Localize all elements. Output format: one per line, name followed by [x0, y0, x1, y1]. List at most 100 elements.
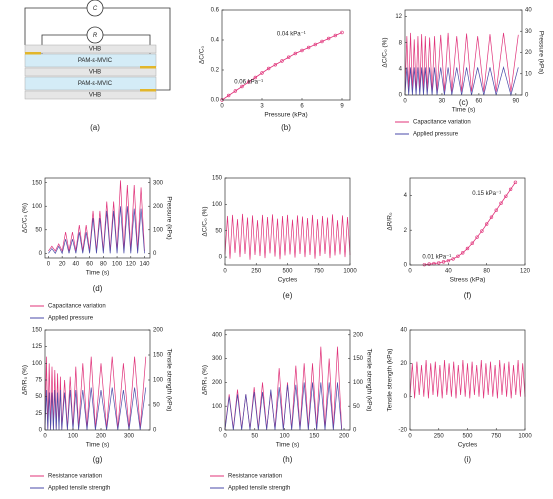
x-tick-label: 200 [96, 434, 107, 440]
y2-tick-label: 0 [353, 428, 357, 434]
x-tick-label: 150 [309, 434, 320, 440]
data-point [333, 33, 338, 38]
data-point [280, 59, 284, 63]
resistor-symbol [86, 26, 104, 44]
series-line [44, 356, 147, 429]
x-tick-label: 3 [260, 104, 264, 110]
annotation: 0.06 kPa⁻¹ [234, 80, 263, 86]
y-tick-label: 0 [219, 255, 223, 261]
chart-panel: 0 50 100 150 2000100200300400050100150200Tim… [202, 329, 372, 492]
y2-tick-label: 50 [353, 404, 360, 410]
data-point [489, 215, 494, 219]
x-tick-label: 120 [520, 269, 531, 275]
x-axis-label: Time (s) [86, 270, 110, 277]
x-tick-label: 0 [408, 434, 412, 440]
chart-panel: 0 250 500 750 1000 0 50 100 150 Cycles ΔC/C₀ (%) (e… [202, 176, 358, 301]
y-tick-label: 4 [399, 66, 403, 72]
data-point [513, 180, 518, 185]
x-axis-label: Time (s) [276, 442, 300, 449]
x-tick-label: 0 [408, 269, 412, 275]
y2-tick-label: 150 [353, 356, 364, 362]
y-axis-label: ΔC/C₀ (%) [22, 203, 29, 233]
x-tick-label: 100 [112, 262, 123, 268]
panel-a: C R VHB PAM-ε-MVIC VHB PAM-ε-MVIC VHB (a… [24, 0, 171, 132]
y-tick-label: 20 [400, 361, 407, 367]
data-point [499, 201, 503, 205]
series-line [221, 32, 343, 101]
panel-label: (h) [283, 455, 293, 464]
legend-label: Applied tensile strength [228, 486, 290, 492]
y2-tick-label: 0 [153, 428, 157, 434]
y-tick-label: 4 [404, 193, 408, 199]
y-tick-label: 0.4 [211, 38, 220, 44]
x-tick-label: 250 [251, 269, 262, 275]
series-line [404, 66, 519, 97]
electrode [140, 89, 156, 92]
chart-panel: 0 40 80 120 0 2 4 Stress (kPa) ΔR/R₀ 0.15 kPa⁻¹ 0.… [387, 177, 531, 300]
x-tick-label: 0 [223, 434, 227, 440]
y-axis-label: ΔR/R₀ (%) [22, 365, 29, 395]
data-point [508, 187, 513, 192]
label: R [93, 33, 98, 39]
x-tick-label: 80 [100, 262, 107, 268]
y-tick-label: 50 [215, 228, 222, 234]
y-tick-label: 25 [35, 411, 42, 417]
x-tick-label: 0 [47, 262, 51, 268]
y2-tick-label: 0 [525, 93, 529, 99]
plot-frame [224, 329, 351, 431]
y2-axis-label: Pressure (kPa) [537, 31, 544, 74]
panel-label: (a) [90, 123, 100, 132]
x-axis-label: Pressure (kPa) [264, 112, 307, 119]
data-point [233, 89, 238, 93]
x-tick-label: 90 [512, 99, 519, 105]
data-point [437, 261, 441, 265]
y-tick-label: 0 [219, 428, 223, 434]
data-point [286, 55, 291, 59]
data-point [465, 246, 470, 251]
plot-frame [44, 177, 151, 259]
y2-tick-label: 100 [353, 380, 364, 386]
x-tick-label: 0 [403, 99, 407, 105]
chart-panel: 0 20 40 60 80 100 120 1400501001500100200300Tim… [22, 177, 172, 322]
y-tick-label: 8 [399, 40, 403, 46]
x-axis-label: Time (s) [86, 442, 110, 449]
y-tick-label: 0 [399, 93, 403, 99]
data-point [226, 93, 231, 98]
x-tick-label: 0 [43, 434, 47, 440]
panel-label: (i) [464, 455, 471, 464]
y-tick-label: 150 [32, 180, 43, 186]
series-line [409, 359, 526, 399]
data-point [475, 235, 479, 239]
data-point [451, 257, 455, 261]
y-tick-label: 40 [400, 328, 407, 334]
data-point [456, 254, 460, 258]
electrode [140, 66, 156, 69]
plot-frame [224, 177, 351, 266]
y2-axis-label: Pressure (kPa) [165, 196, 172, 239]
data-point [246, 80, 251, 84]
y-tick-label: 300 [212, 356, 223, 362]
series-line [224, 346, 343, 429]
x-axis-label: Time (s) [452, 107, 476, 114]
y-axis-label: ΔC/C₀ (%) [382, 37, 389, 67]
x-tick-label: 50 [251, 434, 258, 440]
y-tick-label: 0.2 [211, 68, 220, 74]
data-point [427, 262, 431, 266]
x-tick-label: 750 [491, 434, 502, 440]
data-point [326, 36, 331, 41]
data-point [306, 45, 311, 50]
y-tick-label: 0.6 [211, 8, 220, 14]
y2-tick-label: 10 [525, 71, 532, 77]
data-point [273, 63, 278, 67]
legend-label: Resistance variation [228, 474, 282, 480]
layer [24, 90, 157, 100]
y2-tick-label: 50 [153, 403, 160, 409]
x-tick-label: 300 [124, 434, 135, 440]
layer-label: PAM-ε-MVIC [78, 81, 113, 87]
x-tick-label: 1000 [518, 434, 532, 440]
y2-tick-label: 100 [153, 378, 164, 384]
annotation: 0.01 kPa⁻¹ [422, 255, 451, 261]
y2-tick-label: 300 [153, 180, 164, 186]
capacitor-symbol [86, 0, 104, 17]
